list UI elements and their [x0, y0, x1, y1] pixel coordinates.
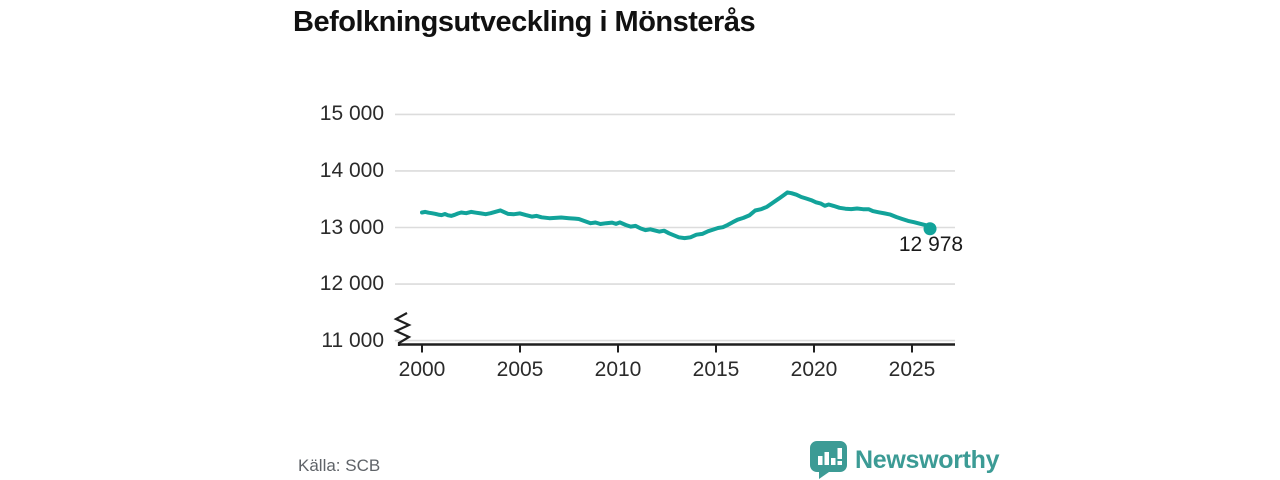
- y-axis-tick-label: 13 000: [319, 215, 384, 239]
- y-axis-tick-label: 11 000: [321, 328, 384, 352]
- axis-break-icon: [393, 312, 412, 346]
- last-value-label: 12 978: [898, 233, 964, 256]
- y-axis-tick-label: 14 000: [319, 158, 384, 182]
- x-axis-tick-label: 2010: [594, 358, 642, 381]
- newsworthy-bar-chart-bubble-icon: [810, 441, 847, 479]
- brand-logo: Newsworthy: [810, 441, 1000, 479]
- population-series-line: [420, 190, 932, 241]
- brand-name: Newsworthy: [855, 445, 1000, 474]
- chart-title: Befolkningsutveckling i Mönsterås: [293, 6, 756, 38]
- y-axis-tick-label: 12 000: [319, 272, 384, 296]
- x-axis-tick-label: 2025: [888, 358, 936, 381]
- x-axis-tick-label: 2020: [790, 358, 838, 381]
- x-axis-tick-label: 2005: [496, 358, 544, 381]
- y-axis-tick-label: 15 000: [319, 102, 384, 126]
- source-note: Källa: SCB: [298, 456, 381, 475]
- last-point-marker: [923, 222, 937, 236]
- x-axis-tick-label: 2015: [692, 358, 740, 381]
- x-axis-tick-label: 2000: [398, 358, 446, 381]
